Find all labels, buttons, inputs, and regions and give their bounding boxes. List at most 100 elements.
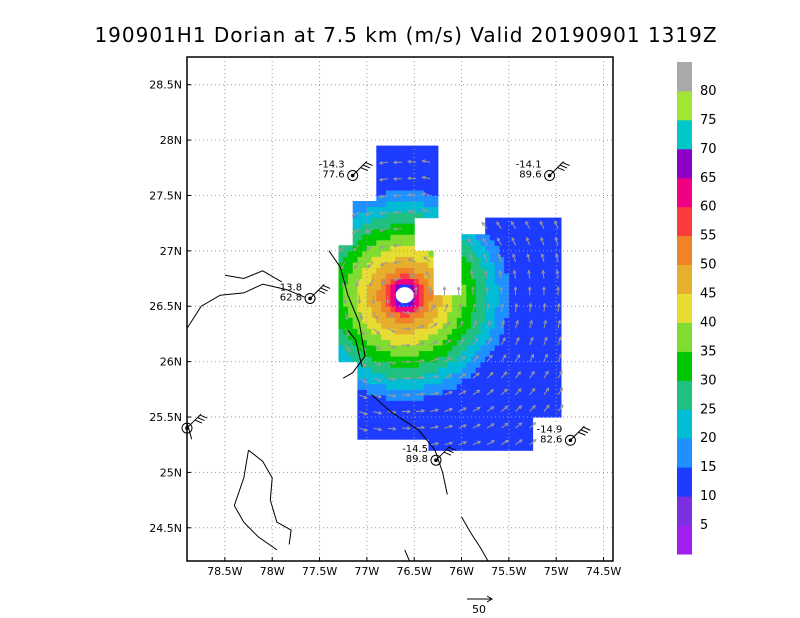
wind-speed-cell [414, 267, 420, 274]
wind-speed-cell [418, 433, 425, 440]
wind-speed-cell [494, 250, 500, 257]
wind-speed-cell [414, 356, 420, 363]
wind-speed-cell [527, 217, 534, 224]
wind-speed-cell [390, 217, 396, 224]
wind-speed-cell [489, 234, 496, 241]
wind-speed-cell [395, 322, 401, 329]
wind-speed-cell [371, 417, 377, 424]
reference-vector-label: 50 [472, 603, 486, 616]
wind-speed-cell [352, 273, 358, 280]
wind-speed-cell [376, 267, 382, 274]
wind-speed-cell [395, 428, 401, 435]
wind-speed-cell [366, 433, 373, 440]
wind-speed-cell [475, 317, 481, 324]
wind-speed-cell [409, 400, 415, 407]
colorbar-swatch [677, 206, 692, 237]
wind-vector-head [490, 423, 495, 427]
wind-speed-cell [418, 162, 425, 169]
wind-vector-head [531, 370, 535, 375]
wind-speed-cell [390, 367, 396, 374]
wind-speed-cell [537, 267, 543, 274]
wind-speed-cell [390, 145, 396, 152]
wind-speed-cell [400, 173, 406, 180]
wind-speed-cell [347, 306, 354, 313]
wind-speed-cell [423, 289, 429, 296]
wind-vector-head [406, 326, 411, 331]
wind-speed-cell [489, 356, 496, 363]
wind-speed-cell [551, 284, 557, 291]
wind-speed-cell [494, 300, 500, 307]
wind-speed-cell [400, 389, 406, 396]
wind-speed-cell [475, 339, 481, 346]
wind-speed-cell [395, 267, 401, 274]
wind-speed-cell [428, 361, 434, 368]
wind-vector-head [484, 269, 488, 274]
wind-speed-cell [404, 394, 410, 401]
wind-speed-cell [371, 245, 377, 252]
wind-speed-cell [357, 250, 363, 257]
wind-speed-cell [409, 322, 415, 329]
wind-vector [472, 389, 480, 396]
wind-vector-head [556, 302, 561, 307]
wind-speed-cell [362, 273, 368, 280]
wind-speed-cell [471, 289, 477, 296]
wind-speed-cell [352, 350, 358, 357]
wind-vector-head [346, 332, 350, 337]
wind-speed-cell [523, 306, 529, 313]
wind-vector [408, 210, 417, 213]
wind-speed-cell [357, 394, 363, 401]
wind-vector [373, 377, 382, 382]
wind-speed-cell [400, 156, 406, 163]
wind-speed-cell [452, 345, 458, 352]
wind-speed-cell [357, 367, 363, 374]
colorbar-label: 15 [700, 460, 717, 475]
wind-speed-cell [461, 428, 467, 435]
wind-speed-cell [428, 206, 434, 213]
wind-speed-cell [428, 383, 434, 390]
reference-vector: 50 [467, 595, 493, 616]
wind-speed-cell [551, 278, 557, 285]
wind-speed-cell [409, 328, 415, 335]
wind-vector [555, 253, 559, 263]
wind-speed-cell [551, 317, 557, 324]
wind-speed-cell [485, 217, 491, 224]
x-tick-label: 77.5W [302, 565, 337, 578]
wind-vector [510, 221, 516, 229]
wind-speed-cell [461, 317, 467, 324]
wind-speed-cell [362, 433, 368, 440]
wind-speed-cell [504, 289, 510, 296]
wind-speed-cell [357, 405, 363, 412]
wind-speed-cell [485, 367, 491, 374]
wind-speed-cell [395, 383, 401, 390]
wind-speed-cell [390, 234, 396, 241]
wind-speed-cell [527, 372, 534, 379]
wind-speed-cell [404, 361, 410, 368]
wind-speed-cell [414, 422, 420, 429]
wind-speed-cell [527, 289, 534, 296]
wind-vector [458, 303, 462, 312]
wind-speed-cell [523, 350, 529, 357]
wind-speed-cell [471, 361, 477, 368]
wind-speed-cell [385, 405, 392, 412]
wind-speed-cell [518, 356, 524, 363]
wind-speed-cell [527, 433, 534, 440]
wind-vector [542, 270, 545, 279]
wind-vector-head [378, 211, 383, 216]
wind-speed-cell [390, 289, 396, 296]
wind-vector [543, 404, 550, 412]
wind-speed-cell [423, 428, 429, 435]
wind-speed-cell [352, 239, 358, 246]
wind-speed-cell [404, 306, 410, 313]
wind-speed-cell [494, 339, 500, 346]
wind-speed-cell [414, 339, 420, 346]
wind-speed-cell [404, 167, 410, 174]
wind-speed-cell [461, 289, 467, 296]
wind-speed-cell [471, 444, 477, 451]
wind-speed-cell [381, 433, 387, 440]
wind-speed-cell [404, 350, 410, 357]
wind-speed-cell [508, 372, 515, 379]
wind-vector [458, 321, 464, 329]
wind-vector-head [420, 341, 425, 346]
wind-speed-cell [338, 350, 344, 357]
wind-speed-cell [338, 356, 344, 363]
